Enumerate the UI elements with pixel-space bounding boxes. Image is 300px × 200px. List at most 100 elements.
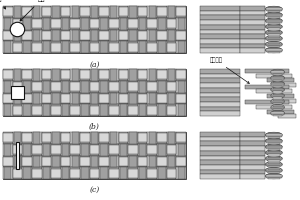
Bar <box>200 102 240 107</box>
Bar <box>99 41 109 53</box>
Bar <box>90 81 99 92</box>
Bar <box>3 6 13 18</box>
Bar <box>99 6 109 18</box>
Bar <box>3 41 13 53</box>
Bar <box>148 69 156 81</box>
Bar <box>4 144 11 156</box>
Bar <box>13 69 22 81</box>
Bar <box>268 25 280 26</box>
Bar <box>51 167 61 179</box>
Bar <box>129 29 137 41</box>
Bar <box>157 70 167 79</box>
Bar <box>200 48 240 53</box>
Bar <box>200 156 240 160</box>
Bar <box>13 6 22 18</box>
Bar <box>109 41 118 53</box>
Bar <box>268 94 294 98</box>
Ellipse shape <box>266 138 282 143</box>
Bar <box>90 19 99 28</box>
Bar <box>266 15 282 17</box>
Bar <box>13 41 22 53</box>
Bar <box>266 39 282 40</box>
Bar <box>91 132 98 144</box>
Bar <box>32 104 41 116</box>
Bar <box>148 29 156 41</box>
Bar <box>266 51 282 52</box>
Bar <box>200 151 240 156</box>
Bar <box>128 156 138 167</box>
Bar <box>129 132 137 144</box>
Bar <box>23 144 31 156</box>
Bar <box>268 162 280 164</box>
Bar <box>52 92 60 104</box>
Bar <box>176 144 186 156</box>
Bar <box>22 18 32 29</box>
Bar <box>110 92 117 104</box>
Bar <box>268 110 294 114</box>
Bar <box>80 69 90 81</box>
Bar <box>120 104 127 116</box>
Bar <box>110 156 117 167</box>
Bar <box>118 70 128 79</box>
Bar <box>176 132 186 144</box>
Bar <box>176 31 186 40</box>
Bar <box>80 7 90 16</box>
Bar <box>200 29 240 34</box>
Bar <box>178 167 185 179</box>
Bar <box>176 92 186 104</box>
Ellipse shape <box>271 75 284 80</box>
Bar <box>118 69 128 81</box>
Bar <box>13 81 22 92</box>
Bar <box>271 78 284 80</box>
Bar <box>3 29 13 41</box>
Bar <box>91 92 98 104</box>
Bar <box>32 81 41 92</box>
Bar <box>167 43 176 52</box>
Bar <box>167 132 176 144</box>
Bar <box>3 104 13 116</box>
Bar <box>99 167 109 179</box>
Bar <box>3 156 13 167</box>
Bar <box>22 104 32 116</box>
Bar <box>13 92 22 104</box>
Bar <box>81 18 88 29</box>
Bar <box>167 92 176 104</box>
Bar <box>118 29 128 41</box>
Ellipse shape <box>266 168 282 173</box>
Bar <box>13 43 22 52</box>
Bar <box>268 174 280 175</box>
Bar <box>139 104 146 116</box>
Bar <box>90 132 99 144</box>
Bar <box>273 115 282 116</box>
Bar <box>176 29 186 41</box>
Bar <box>3 94 13 103</box>
Bar <box>90 156 99 167</box>
Bar <box>22 94 32 103</box>
Bar <box>266 26 282 27</box>
Bar <box>51 145 61 154</box>
Bar <box>167 81 176 92</box>
Bar <box>139 41 146 53</box>
Bar <box>23 81 31 92</box>
Bar <box>138 69 148 81</box>
Bar <box>41 29 51 41</box>
Bar <box>266 20 282 21</box>
Bar <box>268 137 280 138</box>
Bar <box>176 156 186 167</box>
Bar <box>118 41 128 53</box>
Bar <box>200 44 240 48</box>
Bar <box>268 160 280 162</box>
Bar <box>80 157 90 166</box>
Bar <box>61 94 70 103</box>
Bar <box>148 82 157 91</box>
Bar <box>99 81 109 92</box>
Bar <box>240 141 265 146</box>
Bar <box>72 6 79 18</box>
Bar <box>271 102 284 103</box>
Ellipse shape <box>271 69 284 75</box>
Bar <box>70 19 80 28</box>
Bar <box>33 29 40 41</box>
Bar <box>176 94 186 103</box>
Bar <box>51 132 61 144</box>
Bar <box>167 69 176 81</box>
